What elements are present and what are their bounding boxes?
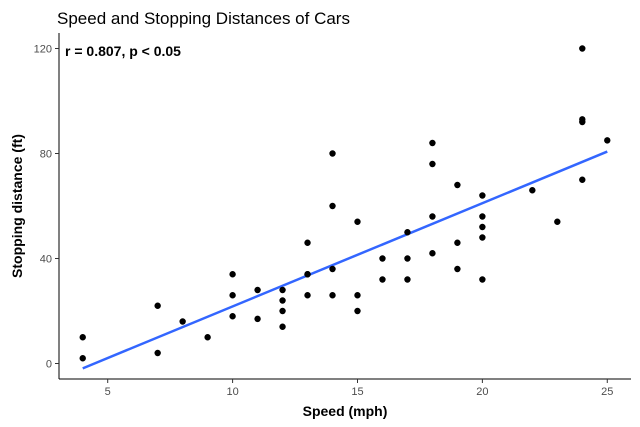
data-point (404, 229, 411, 236)
data-point (254, 315, 261, 323)
data-point (229, 271, 236, 278)
regression-line (82, 150, 608, 370)
data-point (304, 292, 311, 299)
data-point (379, 255, 386, 262)
data-point (329, 292, 336, 299)
data-point (304, 239, 311, 246)
data-point (354, 292, 361, 299)
chart-title: Speed and Stopping Distances of Cars (57, 9, 350, 28)
x-axis-title: Speed (mph) (303, 403, 388, 419)
data-point (604, 137, 611, 144)
data-point (454, 239, 461, 246)
data-point (379, 276, 386, 283)
data-point (179, 318, 186, 325)
data-point (354, 218, 361, 225)
data-point (79, 355, 86, 362)
data-point (429, 213, 436, 220)
data-point (579, 45, 586, 52)
data-point (279, 323, 286, 330)
y-axis-title: Stopping distance (ft) (9, 134, 25, 278)
x-tick-label: 20 (476, 386, 488, 398)
data-point (229, 313, 236, 320)
x-axis-ticks: 5 10 15 20 25 (105, 379, 613, 398)
data-point (429, 139, 436, 147)
y-tick-label: 120 (34, 43, 52, 55)
data-point (354, 307, 361, 315)
data-point (404, 255, 411, 262)
data-point (479, 234, 486, 241)
x-tick-label: 5 (105, 386, 111, 398)
data-point (479, 192, 486, 199)
data-point (479, 213, 486, 220)
data-point (454, 265, 461, 273)
data-point (254, 286, 261, 294)
data-point (404, 276, 411, 283)
data-point (229, 292, 236, 299)
data-point (204, 334, 211, 341)
data-point (279, 307, 286, 315)
data-point (479, 223, 486, 231)
trend-line-layer (82, 150, 608, 370)
x-tick-label: 15 (351, 386, 363, 398)
data-point (329, 202, 336, 210)
x-tick-label: 10 (226, 386, 238, 398)
data-point (429, 250, 436, 257)
y-axis-ticks: 0 40 80 120 (34, 43, 59, 371)
y-tick-label: 0 (46, 359, 52, 371)
data-point (579, 176, 586, 183)
plot-area (79, 45, 611, 370)
y-tick-label: 40 (40, 254, 52, 266)
data-point (479, 276, 486, 283)
data-point (329, 150, 336, 157)
data-point (554, 218, 561, 225)
data-point (154, 302, 161, 309)
data-point (154, 349, 161, 357)
data-point (79, 334, 86, 341)
data-point (329, 265, 336, 273)
y-tick-label: 80 (40, 148, 52, 160)
data-points-layer (79, 45, 611, 362)
data-point (529, 187, 536, 194)
x-tick-label: 25 (601, 386, 613, 398)
data-point (279, 286, 286, 294)
data-point (454, 181, 461, 189)
data-point (579, 116, 586, 123)
correlation-annotation: r = 0.807, p < 0.05 (65, 43, 181, 59)
data-point (429, 160, 436, 168)
data-point (279, 297, 286, 304)
data-point (304, 271, 311, 278)
